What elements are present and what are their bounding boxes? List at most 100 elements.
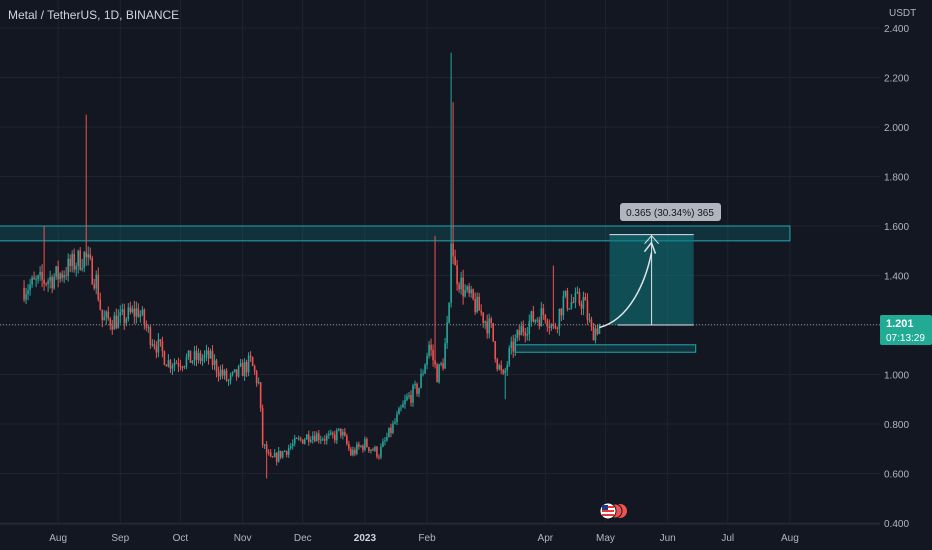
projection-curve (599, 252, 653, 329)
chart-grid (0, 0, 880, 525)
measure-label-text: 0.365 (30.34%) 365 (626, 208, 714, 219)
time-tick-label: Oct (173, 533, 189, 544)
candle-body (53, 276, 55, 289)
candle-body (43, 279, 45, 284)
price-tick-label: 0.400 (884, 519, 909, 530)
candle-body (243, 361, 246, 377)
candle-body (366, 439, 368, 448)
candle-body (133, 308, 136, 317)
candle-body (446, 322, 448, 344)
candle-body (45, 283, 47, 285)
candle-body (241, 363, 244, 377)
candle-body (317, 433, 320, 441)
candle-body (245, 361, 248, 373)
candle-body (49, 277, 51, 281)
candle-body (157, 339, 160, 353)
candle-body (191, 360, 194, 363)
time-tick-label: Feb (418, 533, 436, 544)
candle-body (135, 308, 138, 317)
candle-body (432, 349, 434, 361)
candle-body (492, 322, 495, 342)
candle-body (420, 373, 422, 388)
candle-body (139, 314, 142, 317)
candle-body (307, 434, 310, 442)
candle-body (171, 366, 174, 369)
candle-body (418, 387, 420, 394)
candle-body (117, 316, 120, 329)
time-axis[interactable]: Aug Sep Oct Nov Dec 2023 Feb Apr May Jun Jul Aug (49, 533, 799, 544)
candle-body (237, 365, 240, 377)
candle-body (560, 308, 563, 316)
price-tick-label: 1.000 (884, 371, 909, 382)
candle-body (554, 325, 557, 329)
candle-body (326, 435, 328, 441)
candle-body (261, 408, 264, 445)
candle-body (61, 273, 63, 278)
price-axis[interactable]: 0.4000.6000.8001.0001.2001.4001.6001.800… (884, 24, 909, 530)
candle-body (510, 341, 513, 349)
candle-body (91, 257, 94, 285)
candle-body (25, 293, 27, 300)
candle-body (291, 443, 294, 447)
candle-body (293, 438, 296, 444)
us-flag-icon[interactable] (599, 502, 617, 520)
candle-body (105, 311, 108, 318)
time-tick-label: Nov (234, 533, 252, 544)
candle-body (502, 369, 505, 374)
candle-body (279, 450, 282, 458)
candle-body (203, 354, 206, 359)
candle-body (207, 350, 210, 359)
zones-layer (0, 225, 791, 353)
candle-body (247, 355, 250, 373)
candle-body (239, 363, 242, 366)
candle-body (530, 311, 533, 322)
resistance-zone (0, 225, 791, 242)
candle-body (103, 317, 106, 321)
candle-body (173, 362, 176, 367)
candle-body (346, 435, 348, 445)
candle-body (494, 341, 497, 360)
candle-body (486, 321, 488, 334)
candle-body (450, 243, 452, 303)
candle-body (183, 366, 186, 368)
candle-body (414, 383, 416, 386)
candle-body (480, 310, 482, 313)
candle-body (470, 289, 472, 294)
candle-body (398, 408, 400, 415)
candle-body (73, 253, 75, 270)
candle-body (552, 324, 555, 326)
candle-body (364, 439, 366, 450)
candle-body (564, 290, 567, 297)
event-icons[interactable] (599, 502, 627, 520)
candle-body (394, 422, 396, 424)
price-axis-unit: USDT (889, 8, 916, 19)
candle-body (372, 449, 374, 451)
time-tick-label: 2023 (354, 533, 377, 544)
symbol-title: Metal / TetherUS, 1D, BINANCE (8, 8, 180, 22)
candle-body (79, 250, 82, 270)
candles-layer (23, 52, 601, 479)
candle-body (518, 330, 521, 336)
candle-body (472, 289, 474, 300)
candle-body (332, 432, 334, 435)
current-price-value: 1.201 (886, 318, 914, 330)
candle-body (275, 453, 278, 462)
candle-body (81, 268, 84, 270)
candle-body (85, 252, 88, 258)
candle-body (143, 309, 146, 325)
countdown-timer: 07:13:29 (886, 333, 925, 344)
candle-body (558, 308, 561, 329)
candle-body (584, 297, 587, 301)
candle-body (265, 444, 268, 453)
price-tick-label: 0.600 (884, 470, 909, 481)
candle-body (562, 296, 565, 316)
candle-body (259, 382, 262, 409)
candle-body (342, 431, 344, 436)
price-tick-label: 2.000 (884, 123, 909, 134)
candle-body (59, 273, 61, 280)
candle-body (35, 279, 37, 281)
candle-body (177, 363, 180, 366)
candle-body (109, 318, 112, 326)
candle-body (352, 449, 354, 456)
